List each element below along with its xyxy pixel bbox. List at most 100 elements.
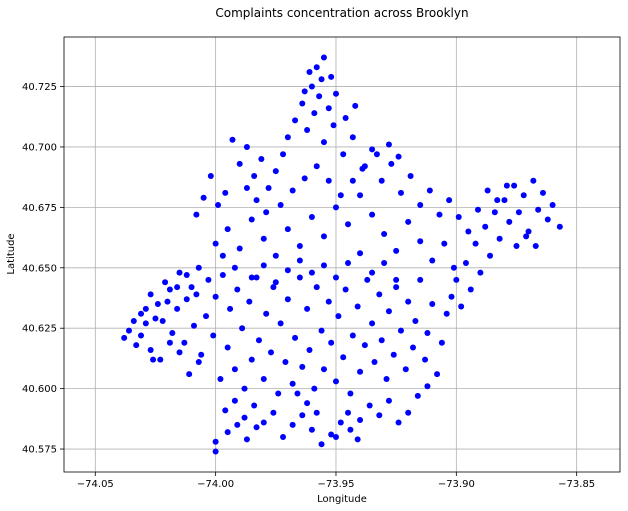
data-point: [318, 441, 325, 448]
data-point: [383, 375, 390, 382]
data-point: [395, 419, 402, 426]
chart-title: Complaints concentration across Brooklyn: [215, 6, 468, 20]
data-point: [277, 201, 284, 208]
data-point: [301, 175, 308, 182]
data-point: [332, 378, 339, 385]
data-point: [186, 371, 193, 378]
data-point: [318, 327, 325, 334]
data-point: [397, 189, 404, 196]
data-point: [260, 375, 267, 382]
data-point: [241, 414, 248, 421]
data-point: [260, 419, 267, 426]
data-point: [176, 349, 183, 356]
data-point: [320, 233, 327, 240]
data-point: [207, 172, 214, 179]
data-point: [325, 177, 332, 184]
data-point: [212, 293, 219, 300]
data-point: [484, 187, 491, 194]
data-point: [320, 139, 327, 146]
y-tick-label: 40.575: [22, 445, 57, 456]
data-point: [397, 327, 404, 334]
data-point: [243, 143, 250, 150]
data-point: [248, 356, 255, 363]
data-point: [402, 366, 409, 373]
data-point: [316, 93, 323, 100]
axis-ticks: −74.05 −74.00 −73.95 −73.90 −73.85 40.575 40.6…: [22, 82, 595, 490]
data-point: [345, 409, 352, 416]
data-point: [503, 182, 510, 189]
data-point: [311, 110, 318, 117]
data-point: [224, 344, 231, 351]
data-point: [296, 274, 303, 281]
data-point: [270, 284, 277, 291]
data-point: [142, 305, 149, 312]
data-point: [378, 177, 385, 184]
data-point: [422, 356, 429, 363]
data-point: [133, 342, 140, 349]
data-point: [231, 264, 238, 271]
data-point: [369, 211, 376, 218]
data-point: [227, 305, 234, 312]
data-point: [304, 305, 311, 312]
data-point: [248, 216, 255, 223]
data-point: [248, 274, 255, 281]
data-point: [523, 233, 530, 240]
data-point: [357, 368, 364, 375]
data-point: [212, 240, 219, 247]
data-point: [219, 272, 226, 279]
data-point: [260, 235, 267, 242]
data-point: [328, 431, 335, 438]
data-point: [395, 153, 402, 160]
data-point: [320, 262, 327, 269]
data-point: [491, 209, 498, 216]
grid: [64, 37, 620, 472]
data-point: [513, 243, 520, 250]
data-point: [369, 146, 376, 153]
y-tick-label: 40.725: [22, 82, 57, 93]
data-point: [157, 356, 164, 363]
data-point: [393, 284, 400, 291]
data-point: [267, 349, 274, 356]
data-point: [190, 322, 197, 329]
data-point: [147, 291, 154, 298]
data-point: [340, 354, 347, 361]
data-point: [525, 228, 532, 235]
data-point: [205, 276, 212, 283]
data-point: [443, 310, 450, 317]
data-point: [376, 412, 383, 419]
data-point: [270, 409, 277, 416]
data-point: [381, 259, 388, 266]
data-point: [289, 187, 296, 194]
data-point: [166, 286, 173, 293]
data-point: [195, 359, 202, 366]
data-point: [219, 252, 226, 259]
data-point: [325, 298, 332, 305]
data-point: [229, 136, 236, 143]
data-point: [388, 160, 395, 167]
data-point: [203, 313, 210, 320]
data-point: [376, 291, 383, 298]
data-point: [166, 339, 173, 346]
data-point: [347, 426, 354, 433]
data-point: [424, 330, 431, 337]
data-point: [183, 296, 190, 303]
data-point: [320, 54, 327, 61]
data-point: [371, 359, 378, 366]
data-point: [241, 385, 248, 392]
data-point: [345, 221, 352, 228]
data-point: [142, 320, 149, 327]
data-point: [357, 192, 364, 199]
data-point: [313, 64, 320, 71]
data-point: [121, 334, 128, 341]
data-point: [496, 235, 503, 242]
data-point: [385, 308, 392, 315]
data-point: [342, 286, 349, 293]
data-point: [212, 438, 219, 445]
data-point: [292, 334, 299, 341]
data-point: [369, 269, 376, 276]
data-point: [424, 383, 431, 390]
data-point: [332, 433, 339, 440]
data-point: [169, 330, 176, 337]
data-point: [243, 185, 250, 192]
data-point: [417, 276, 424, 283]
